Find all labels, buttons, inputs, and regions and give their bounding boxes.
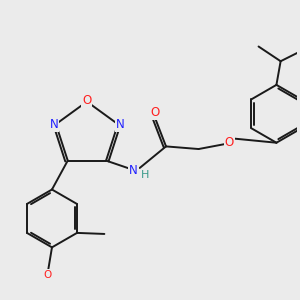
Text: O: O <box>224 136 234 149</box>
Text: O: O <box>82 94 92 107</box>
Text: N: N <box>129 164 138 177</box>
Text: O: O <box>151 106 160 119</box>
Text: O: O <box>44 270 52 280</box>
Text: N: N <box>116 118 124 131</box>
Text: N: N <box>50 118 58 131</box>
Text: H: H <box>141 170 149 180</box>
